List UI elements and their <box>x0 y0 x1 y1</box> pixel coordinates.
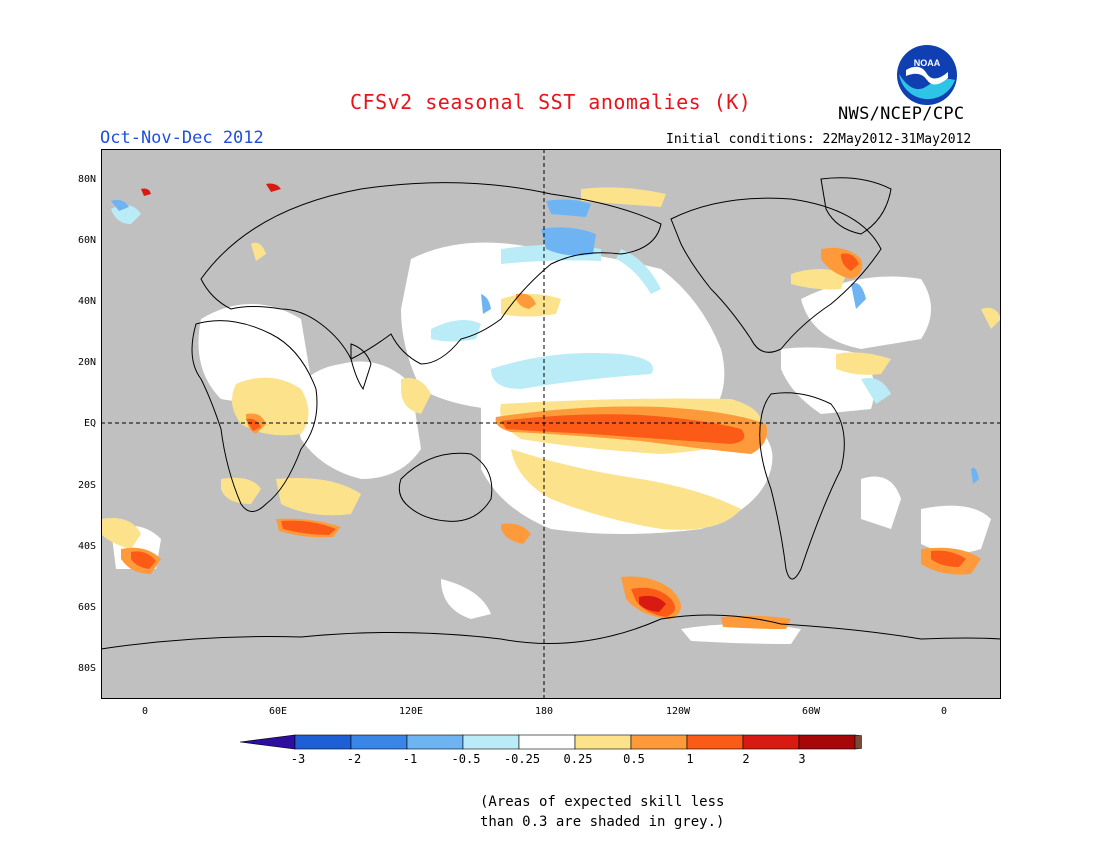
lat-label-20n: 20N <box>77 357 96 368</box>
forecast-period: Oct-Nov-Dec 2012 <box>100 128 264 148</box>
lon-label-0: 0 <box>141 706 149 717</box>
greenland-outline <box>820 177 892 235</box>
footnote-line-2: than 0.3 are shaded in grey.) <box>480 814 725 830</box>
india-outline <box>350 343 372 391</box>
colorbar-label: -0.25 <box>503 752 541 766</box>
lon-label-180: 180 <box>534 706 554 717</box>
colorbar-label: 0.25 <box>563 752 593 766</box>
colorbar-label: 0.5 <box>623 752 645 766</box>
organization-label: NWS/NCEP/CPC <box>838 104 965 124</box>
lat-label-80s: 80S <box>77 663 96 674</box>
lat-label-60n: 60N <box>77 235 96 246</box>
australia-outline <box>398 452 493 522</box>
lat-label-80n: 80N <box>77 174 96 185</box>
colorbar-label: 3 <box>798 752 806 766</box>
colorbar-label: -0.5 <box>451 752 481 766</box>
colorbar <box>240 734 862 750</box>
skill-footnote: (Areas of expected skill less than 0.3 a… <box>480 792 724 832</box>
coastlines <box>101 177 1001 650</box>
lon-label-120e: 120E <box>398 706 424 717</box>
lon-label-0-east: 0 <box>940 706 948 717</box>
colorbar-max-arrow <box>854 734 862 750</box>
colorbar-min-arrow <box>240 734 296 750</box>
footnote-line-1: (Areas of expected skill less <box>480 794 725 810</box>
lat-label-60s: 60S <box>77 602 96 613</box>
eurasia-outline <box>200 182 662 365</box>
lat-label-40n: 40N <box>77 296 96 307</box>
colorbar-box <box>462 734 520 750</box>
very-strong-positive-anomaly-areas <box>141 183 666 612</box>
colorbar-box <box>630 734 688 750</box>
north-america-outline <box>670 197 882 353</box>
sst-anomaly-map <box>101 149 1001 699</box>
lat-label-40s: 40S <box>77 541 96 552</box>
colorbar-label: 1 <box>686 752 694 766</box>
lat-label-eq: EQ <box>83 418 96 429</box>
colorbar-box <box>350 734 408 750</box>
chart-title: CFSv2 seasonal SST anomalies (K) <box>350 90 752 114</box>
colorbar-box <box>518 734 576 750</box>
colorbar-label: 2 <box>742 752 750 766</box>
lat-label-20s: 20S <box>77 480 96 491</box>
colorbar-label: -2 <box>346 752 362 766</box>
colorbar-box <box>686 734 744 750</box>
colorbar-box <box>294 734 352 750</box>
lon-label-60w: 60W <box>801 706 821 717</box>
moderate-negative-anomaly-areas <box>111 199 979 484</box>
colorbar-box <box>798 734 856 750</box>
colorbar-label: -1 <box>402 752 418 766</box>
initial-conditions: Initial conditions: 22May2012-31May2012 <box>666 132 972 147</box>
africa-outline <box>191 320 318 512</box>
colorbar-box <box>742 734 800 750</box>
noaa-logo-icon: NOAA <box>897 45 957 105</box>
logo-text: NOAA <box>914 58 941 68</box>
colorbar-label: -3 <box>290 752 306 766</box>
colorbar-box <box>574 734 632 750</box>
lon-label-60e: 60E <box>268 706 288 717</box>
antarctica-outline <box>101 614 1001 650</box>
south-america-outline <box>759 392 845 580</box>
lon-label-120w: 120W <box>665 706 691 717</box>
colorbar-box <box>406 734 464 750</box>
